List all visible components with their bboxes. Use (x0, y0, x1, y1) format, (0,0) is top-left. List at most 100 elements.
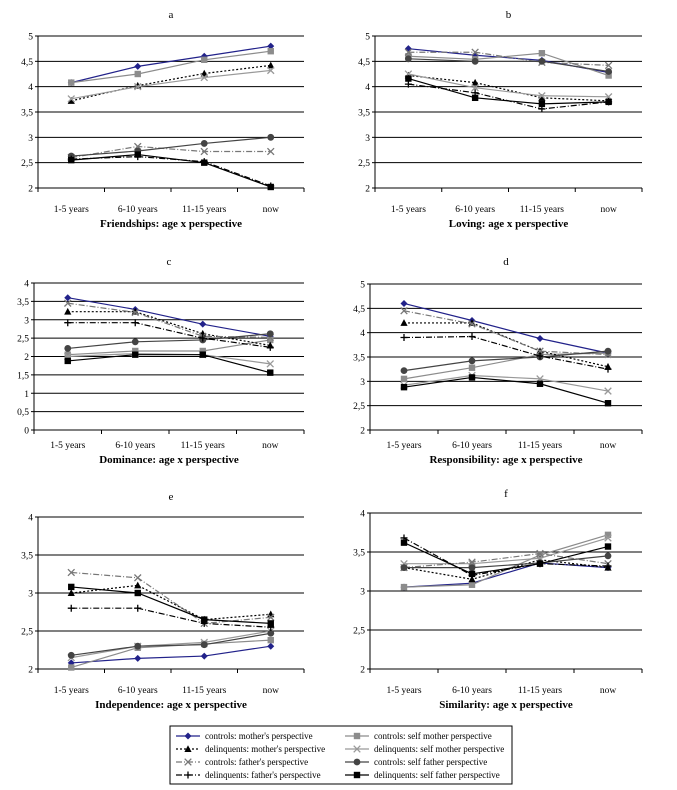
legend-label: controls: father's perspective (205, 757, 308, 767)
data-point (267, 183, 274, 191)
data-point (536, 347, 544, 355)
y-tick-label: 0 (24, 427, 29, 437)
data-point (604, 387, 612, 395)
data-point (404, 55, 412, 63)
data-point (604, 552, 612, 560)
data-point (64, 294, 72, 302)
series-path (71, 64, 271, 102)
series-line (404, 55, 613, 75)
y-tick-label: 2,5 (21, 628, 33, 638)
data-point (200, 73, 209, 82)
data-point (604, 543, 612, 550)
series-path (67, 339, 271, 356)
legend-label: delinquents: self father perspective (374, 770, 500, 780)
data-point (538, 50, 546, 57)
data-point (199, 334, 207, 342)
y-tick-label: 3,5 (353, 354, 365, 364)
series-path (71, 69, 271, 100)
data-point (604, 531, 612, 539)
series-path (67, 302, 271, 338)
x-tick-label: 11-15 years (182, 205, 227, 215)
data-point (604, 347, 612, 355)
data-point (64, 307, 72, 315)
legend-marker (184, 771, 192, 779)
data-point (64, 345, 72, 352)
y-tick-label: 3,5 (17, 298, 29, 308)
series-line (68, 48, 274, 86)
legend-marker (184, 745, 192, 752)
y-tick-label: 4,5 (353, 305, 365, 315)
x-tick-label: now (263, 205, 280, 215)
legend-item: delinquents: self mother perspective (345, 744, 504, 754)
data-point (604, 400, 612, 407)
series-line (67, 61, 275, 104)
chart-title: Responsibility: age x perspective (429, 454, 582, 466)
data-point (67, 604, 75, 612)
data-point (468, 364, 476, 371)
data-point (536, 551, 544, 559)
data-point (67, 568, 76, 577)
series-path (408, 74, 609, 102)
series-line (400, 319, 612, 370)
series-path (403, 537, 609, 577)
data-point (471, 57, 479, 65)
data-point (468, 570, 476, 578)
y-tick-label: 2,5 (358, 159, 370, 169)
data-point (134, 151, 141, 158)
x-tick-label: 1-5 years (50, 441, 85, 451)
legend-marker (353, 758, 361, 766)
data-point (134, 654, 142, 662)
chart-panel-c: c 0 0,5 1 1,5 2 2,5 3 3,5 4 1-5 years 6-10 years 11-… (17, 256, 305, 466)
y-tick-label: 4,5 (358, 58, 370, 68)
legend: controls: mother's perspective controls: … (169, 725, 513, 785)
series-path (408, 73, 609, 98)
y-tick-label: 3,5 (21, 109, 33, 119)
series-path (408, 58, 609, 73)
legend-box (169, 725, 513, 785)
panel-letter: c (167, 256, 172, 268)
x-tick-label: 1-5 years (386, 686, 421, 696)
series-line (68, 583, 274, 627)
data-point (538, 100, 546, 108)
data-point (538, 57, 546, 65)
x-tick-label: 11-15 years (518, 686, 563, 696)
y-tick-label: 2,5 (21, 159, 33, 169)
x-tick-label: now (263, 686, 280, 696)
legend-item: controls: self mother perspective (345, 731, 492, 741)
series-path (71, 136, 271, 157)
x-tick-label: 6-10 years (115, 441, 155, 451)
data-point (201, 56, 208, 64)
x-tick-label: 6-10 years (452, 441, 492, 451)
y-tick-label: 3 (28, 134, 33, 144)
x-tick-label: 1-5 years (386, 441, 421, 451)
y-tick-label: 3,5 (353, 549, 365, 559)
x-tick-label: 11-15 years (520, 205, 565, 215)
chart-title: Similarity: age x perspective (439, 699, 573, 711)
x-tick-label: now (600, 441, 617, 451)
chart-panel-b: b 2 2,5 3 3,5 4 4,5 5 1-5 years 6-10 years 11-15 y… (358, 9, 643, 230)
data-point (64, 351, 71, 358)
series-path (71, 632, 271, 656)
series-path (403, 374, 609, 392)
data-point (605, 68, 613, 75)
data-point (199, 347, 206, 355)
data-point (199, 320, 207, 328)
series-line (400, 347, 612, 375)
series-path (71, 584, 271, 621)
y-tick-label: 2,5 (17, 335, 29, 345)
y-tick-label: 2 (28, 185, 33, 195)
data-point (133, 574, 142, 582)
series-path (403, 350, 609, 372)
series-path (71, 45, 271, 84)
series-line (63, 299, 275, 342)
data-point (64, 357, 71, 365)
y-tick-label: 4,5 (21, 58, 33, 68)
series-line (400, 539, 612, 578)
data-point (131, 319, 139, 327)
data-point (536, 560, 544, 567)
data-point (468, 333, 476, 341)
legend-item: controls: father's perspective (176, 757, 308, 767)
series-path (403, 552, 609, 569)
series-path (404, 322, 609, 368)
y-tick-label: 1,5 (17, 371, 29, 381)
